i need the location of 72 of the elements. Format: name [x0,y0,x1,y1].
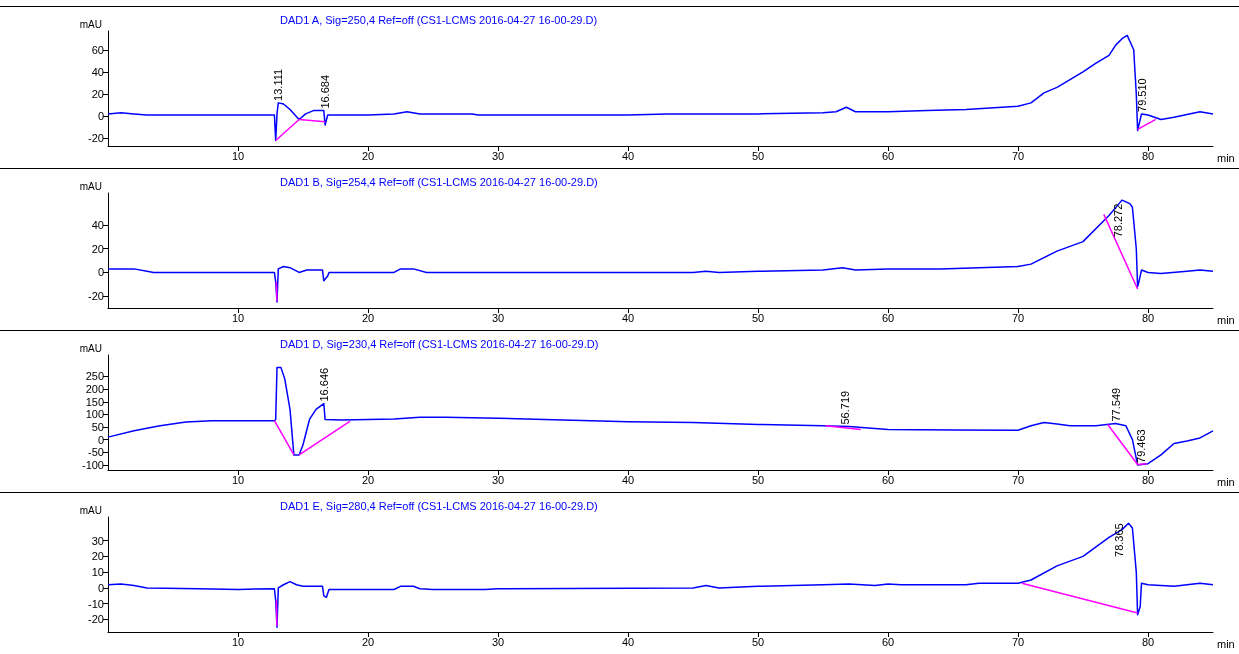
y-tick-label: 150 [85,395,104,408]
chart-title: DAD1 E, Sig=280,4 Ref=off (CS1-LCMS 2016-04-27 16-00-29.D) [280,499,598,512]
x-tick-label: 30 [491,473,505,486]
y-tick-label: 20 [91,550,104,563]
annotation: 13.111 [272,68,285,101]
y-tick-label: 250 [85,370,104,383]
x-tick-label: 60 [881,635,895,648]
x-tick-label: 60 [881,149,895,162]
y-tick-label: -10 [88,597,104,610]
y-tick-label: 60 [91,43,104,56]
x-tick-label: 10 [231,473,245,486]
y-tick-label: 10 [91,566,104,579]
x-tick-label: 20 [361,311,375,324]
y-axis-title: mAU [79,18,102,30]
x-axis-title: min [1217,637,1235,650]
y-tick-label: -100 [81,458,104,471]
y-tick-label: -20 [88,290,104,303]
x-tick-label: 10 [231,149,245,162]
x-tick-label: 60 [881,473,895,486]
x-tick-label: 80 [1141,635,1155,648]
x-tick-label: 50 [751,149,765,162]
x-tick-label: 60 [881,311,895,324]
annotation: 16.646 [318,367,331,402]
x-tick-label: 80 [1141,473,1155,486]
x-tick-label: 70 [1011,311,1025,324]
y-tick-label: 20 [91,88,104,101]
x-axis-title: min [1217,151,1235,164]
y-tick-label: 100 [85,408,104,421]
chart-title: DAD1 B, Sig=254,4 Ref=off (CS1-LCMS 2016-04-27 16-00-29.D) [280,175,598,188]
x-tick-label: 70 [1011,473,1025,486]
y-tick-label: 40 [91,219,104,232]
x-tick-label: 40 [621,473,635,486]
y-tick-label: -50 [88,446,104,459]
x-tick-label: 50 [751,473,765,486]
chart-title: DAD1 A, Sig=250,4 Ref=off (CS1-LCMS 2016-04-27 16-00-29.D) [280,13,598,26]
x-tick-label: 30 [491,635,505,648]
x-tick-label: 10 [231,311,245,324]
annotation: 79.463 [1135,429,1148,463]
annotation: 77.549 [1110,387,1123,422]
x-tick-label: 50 [751,311,765,324]
y-tick-label: 200 [85,383,104,396]
x-tick-label: 20 [361,149,375,162]
annotation: 56.719 [839,390,852,425]
y-tick-label: -20 [88,132,104,145]
y-tick-label: 20 [91,242,104,255]
x-tick-label: 20 [361,473,375,486]
x-tick-label: 70 [1011,149,1025,162]
x-tick-label: 30 [491,149,505,162]
y-tick-label: -20 [88,613,104,626]
x-tick-label: 30 [491,311,505,324]
y-axis-title: mAU [79,504,102,516]
y-tick-label: 40 [91,65,104,78]
x-tick-label: 50 [751,635,765,648]
x-tick-label: 40 [621,635,635,648]
x-tick-label: 80 [1141,149,1155,162]
chart-title: DAD1 D, Sig=230,4 Ref=off (CS1-LCMS 2016-04-27 16-00-29.D) [280,337,599,350]
x-axis-title: min [1217,313,1235,326]
annotation: 78.272 [1111,203,1124,238]
annotation: 16.684 [318,74,331,109]
x-tick-label: 40 [621,311,635,324]
x-tick-label: 70 [1011,635,1025,648]
x-tick-label: 20 [361,635,375,648]
annotation: 79.510 [1135,78,1148,112]
x-axis-title: min [1217,475,1235,488]
y-tick-label: 50 [91,421,104,434]
annotation: 78.365 [1112,523,1125,557]
x-tick-label: 40 [621,149,635,162]
y-axis-title: mAU [79,180,102,192]
y-tick-label: 30 [91,534,104,547]
y-axis-title: mAU [79,342,102,354]
x-tick-label: 10 [231,635,245,648]
x-tick-label: 80 [1141,311,1155,324]
